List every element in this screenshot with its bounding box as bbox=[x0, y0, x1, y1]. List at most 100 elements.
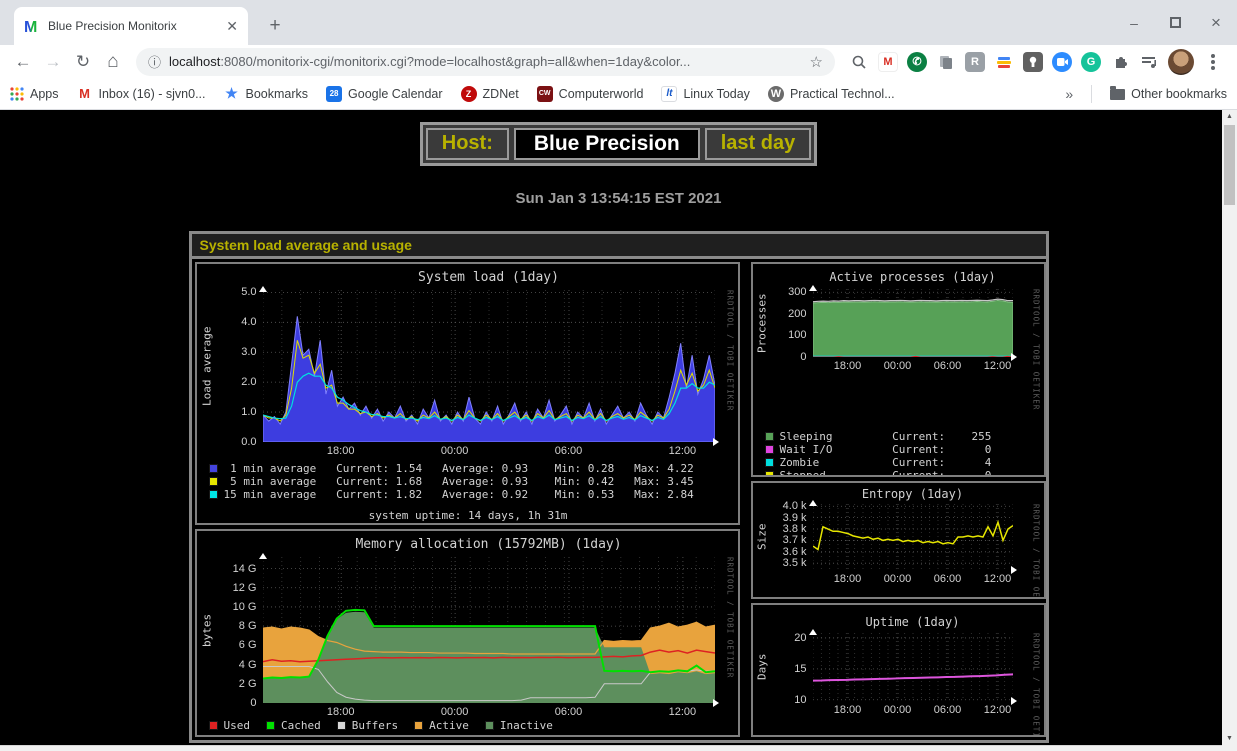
graph-system-load[interactable]: System load (1day) Load average 5.0 4.0 3.… bbox=[194, 262, 740, 525]
graph-active-processes[interactable]: Active processes (1day) Processes 300 200… bbox=[750, 262, 1046, 477]
horizontal-scrollbar[interactable] bbox=[0, 745, 1237, 751]
rrdtool-credit: RRDTOOL / TOBI OETIKER bbox=[1031, 289, 1041, 411]
uptime-note: system uptime: 14 days, 1h 31m bbox=[368, 509, 568, 522]
legend-text: 15 min average Current: 1.82 Average: 0.… bbox=[223, 487, 694, 501]
other-bookmarks-label: Other bookmarks bbox=[1131, 86, 1227, 101]
legend-text: 1 min average Current: 1.54 Average: 0.9… bbox=[223, 461, 694, 475]
url-host: localhost bbox=[169, 54, 221, 69]
legend-text: Sleeping Current: 255 bbox=[779, 429, 992, 443]
gmail-extension-icon[interactable]: M bbox=[878, 51, 898, 72]
home-icon[interactable]: ⌂ bbox=[107, 50, 119, 72]
bookmark-bookmarks[interactable]: ★ Bookmarks bbox=[224, 85, 308, 102]
x-tick-label: 12:00 bbox=[668, 706, 697, 718]
legend-swatch bbox=[208, 463, 218, 473]
graph-legend: Used Cached Buffers Active Inactive bbox=[208, 719, 738, 732]
y-axis-label: bytes bbox=[200, 613, 213, 647]
graph-memory-allocation[interactable]: Memory allocation (15792MB) (1day) bytes… bbox=[194, 529, 740, 737]
bookmark-star-icon[interactable]: ☆ bbox=[809, 53, 823, 71]
browser-tab[interactable]: M Blue Precision Monitorix ✕ bbox=[14, 7, 248, 45]
graph-title: Active processes (1day) bbox=[829, 270, 996, 284]
graph-title: System load (1day) bbox=[418, 270, 559, 285]
close-icon[interactable]: × bbox=[1211, 12, 1221, 32]
browser-menu-icon[interactable] bbox=[1211, 59, 1215, 64]
maximize-icon[interactable] bbox=[1168, 15, 1182, 31]
host-value[interactable]: Blue Precision bbox=[513, 128, 700, 160]
bookmark-label: Apps bbox=[30, 86, 59, 101]
x-tick-label: 12:00 bbox=[983, 573, 1012, 585]
y-tick-label: 100 bbox=[788, 329, 807, 342]
y-tick-label: 4.0 k bbox=[782, 500, 807, 513]
host-label: Host: bbox=[425, 128, 509, 160]
forward-icon[interactable]: → bbox=[44, 51, 62, 71]
new-tab-button[interactable]: + bbox=[269, 15, 281, 36]
vertical-scrollbar[interactable]: ▲ ▼ bbox=[1222, 110, 1237, 751]
legend-row: Sleeping Current: 255 bbox=[764, 429, 1044, 443]
y-axis-ticks: 4.0 k 3.9 k 3.8 k 3.7 k 3.6 k 3.5 k bbox=[769, 500, 813, 570]
x-tick-label: 06:00 bbox=[554, 445, 583, 457]
graph-entropy[interactable]: Entropy (1day) Size 4.0 k 3.9 k 3.8 k 3.7 k… bbox=[750, 481, 1046, 599]
tab-close-icon[interactable]: ✕ bbox=[226, 17, 238, 34]
call-extension-icon[interactable]: ✆ bbox=[907, 51, 927, 72]
legend-text: 5 min average Current: 1.68 Average: 0.9… bbox=[223, 474, 694, 488]
scroll-down-icon[interactable]: ▼ bbox=[1226, 735, 1233, 742]
reading-list-extension-icon[interactable] bbox=[994, 52, 1014, 72]
graph-title: Entropy (1day) bbox=[861, 487, 964, 501]
bookmark-linux-today[interactable]: lt Linux Today bbox=[661, 85, 750, 102]
search-extension-icon[interactable] bbox=[849, 52, 869, 72]
y-tick-label: 3.6 k bbox=[782, 545, 807, 558]
zoom-extension-icon[interactable] bbox=[1052, 51, 1072, 72]
rrdtool-credit: RRDTOOL / TOBI OETIKER bbox=[725, 290, 735, 412]
back-icon[interactable]: ← bbox=[14, 51, 32, 71]
url-bar[interactable]: ⓘ localhost:8080/monitorix-cgi/monitorix… bbox=[136, 47, 835, 76]
y-axis-ticks: 20 15 10 bbox=[769, 631, 813, 706]
y-tick-label: 4.0 bbox=[241, 316, 257, 329]
bookmark-google-calendar[interactable]: 28 Google Calendar bbox=[326, 85, 443, 102]
y-axis-label: Processes bbox=[755, 293, 768, 353]
legend-swatch bbox=[764, 457, 774, 467]
y-tick-label: 20 bbox=[794, 631, 807, 644]
y-tick-label: 4 G bbox=[238, 658, 257, 671]
keeper-extension-icon[interactable] bbox=[1023, 51, 1043, 72]
extensions-puzzle-icon[interactable] bbox=[1110, 52, 1130, 72]
plot-area: 18:00 00:00 06:00 12:00 bbox=[258, 553, 719, 718]
copy-pages-extension-icon[interactable] bbox=[936, 52, 956, 72]
profile-avatar[interactable] bbox=[1168, 48, 1194, 75]
bookmark-label: Practical Technol... bbox=[789, 86, 895, 101]
graph-uptime[interactable]: Uptime (1day) Days 20 15 10 18:00 00:00 06:0… bbox=[750, 603, 1046, 737]
bookmarks-overflow-chevron[interactable]: » bbox=[1065, 85, 1074, 102]
scrollbar-thumb[interactable] bbox=[1224, 125, 1235, 205]
reload-icon[interactable]: ↻ bbox=[75, 51, 91, 71]
url-text[interactable]: localhost:8080/monitorix-cgi/monitorix.c… bbox=[169, 54, 802, 69]
y-tick-label: 200 bbox=[788, 307, 807, 320]
axis-arrow-up-icon bbox=[808, 625, 817, 635]
x-tick-label: 18:00 bbox=[833, 573, 862, 585]
zdnet-icon: Z bbox=[460, 85, 477, 102]
r-extension-icon[interactable]: R bbox=[965, 51, 985, 72]
x-tick-label: 12:00 bbox=[668, 445, 697, 457]
axis-arrow-right-icon bbox=[712, 699, 723, 707]
scroll-up-icon[interactable]: ▲ bbox=[1226, 113, 1233, 120]
playlist-extension-icon[interactable] bbox=[1139, 52, 1159, 72]
grammarly-extension-icon[interactable]: G bbox=[1081, 51, 1101, 72]
legend-text: Wait I/O Current: 0 bbox=[779, 442, 992, 456]
legend-swatch bbox=[208, 720, 218, 730]
axis-arrow-up-icon bbox=[258, 549, 267, 559]
other-bookmarks[interactable]: Other bookmarks bbox=[1110, 86, 1227, 101]
x-tick-label: 00:00 bbox=[883, 573, 912, 585]
bookmark-practical-technology[interactable]: W Practical Technol... bbox=[767, 85, 895, 102]
legend-swatch bbox=[208, 489, 218, 499]
page-info-icon[interactable]: ⓘ bbox=[148, 55, 162, 70]
minimize-icon[interactable]: – bbox=[1130, 14, 1138, 31]
bookmark-zdnet[interactable]: Z ZDNet bbox=[460, 85, 519, 102]
bookmark-label: Google Calendar bbox=[348, 86, 443, 101]
x-tick-label: 12:00 bbox=[983, 360, 1012, 372]
bookmark-inbox[interactable]: M Inbox (16) - sjvn0... bbox=[77, 86, 205, 102]
legend-row: Used Cached Buffers Active Inactive bbox=[208, 719, 738, 732]
bookmark-apps[interactable]: Apps bbox=[10, 87, 59, 101]
tab-title: Blue Precision Monitorix bbox=[48, 19, 177, 33]
bookmark-computerworld[interactable]: CW Computerworld bbox=[536, 85, 643, 102]
when-selector[interactable]: last day bbox=[704, 128, 812, 160]
legend-swatch bbox=[208, 476, 218, 486]
host-selector-table: Host: Blue Precision last day bbox=[419, 122, 818, 166]
